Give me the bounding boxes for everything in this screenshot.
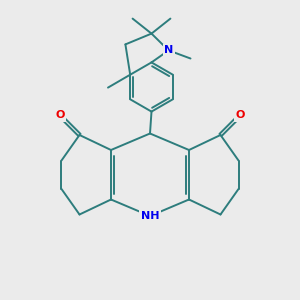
- Text: O: O: [235, 110, 245, 121]
- Text: O: O: [55, 110, 65, 121]
- Text: NH: NH: [141, 211, 159, 221]
- Text: N: N: [164, 45, 173, 56]
